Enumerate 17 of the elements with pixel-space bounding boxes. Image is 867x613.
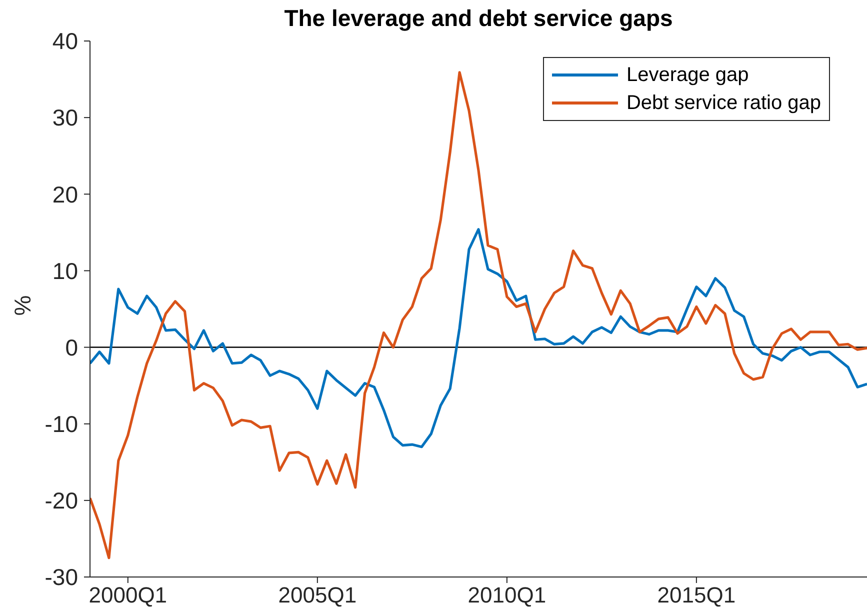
y-tick-label: 10: [52, 258, 78, 284]
x-tick-label: 2000Q1: [88, 582, 168, 608]
y-tick-label: -10: [44, 411, 78, 438]
y-tick-label: 20: [52, 181, 78, 208]
x-tick-label: 2015Q1: [657, 582, 736, 608]
chart-title: The leverage and debt service gaps: [283, 5, 674, 32]
x-tick-label: 2005Q1: [278, 582, 357, 608]
y-axis-title: %: [10, 294, 36, 318]
legend-label: Debt service ratio gap: [626, 91, 821, 116]
y-tick-label: 0: [65, 334, 78, 360]
x-tick-label: 2010Q1: [468, 582, 546, 608]
y-tick-label: -30: [44, 564, 78, 590]
legend-label: Leverage gap: [626, 63, 749, 88]
line-series: [90, 228, 867, 448]
y-tick-label: -20: [44, 488, 78, 514]
y-tick-label: 30: [52, 104, 78, 131]
y-tick-label: 40: [52, 28, 78, 54]
